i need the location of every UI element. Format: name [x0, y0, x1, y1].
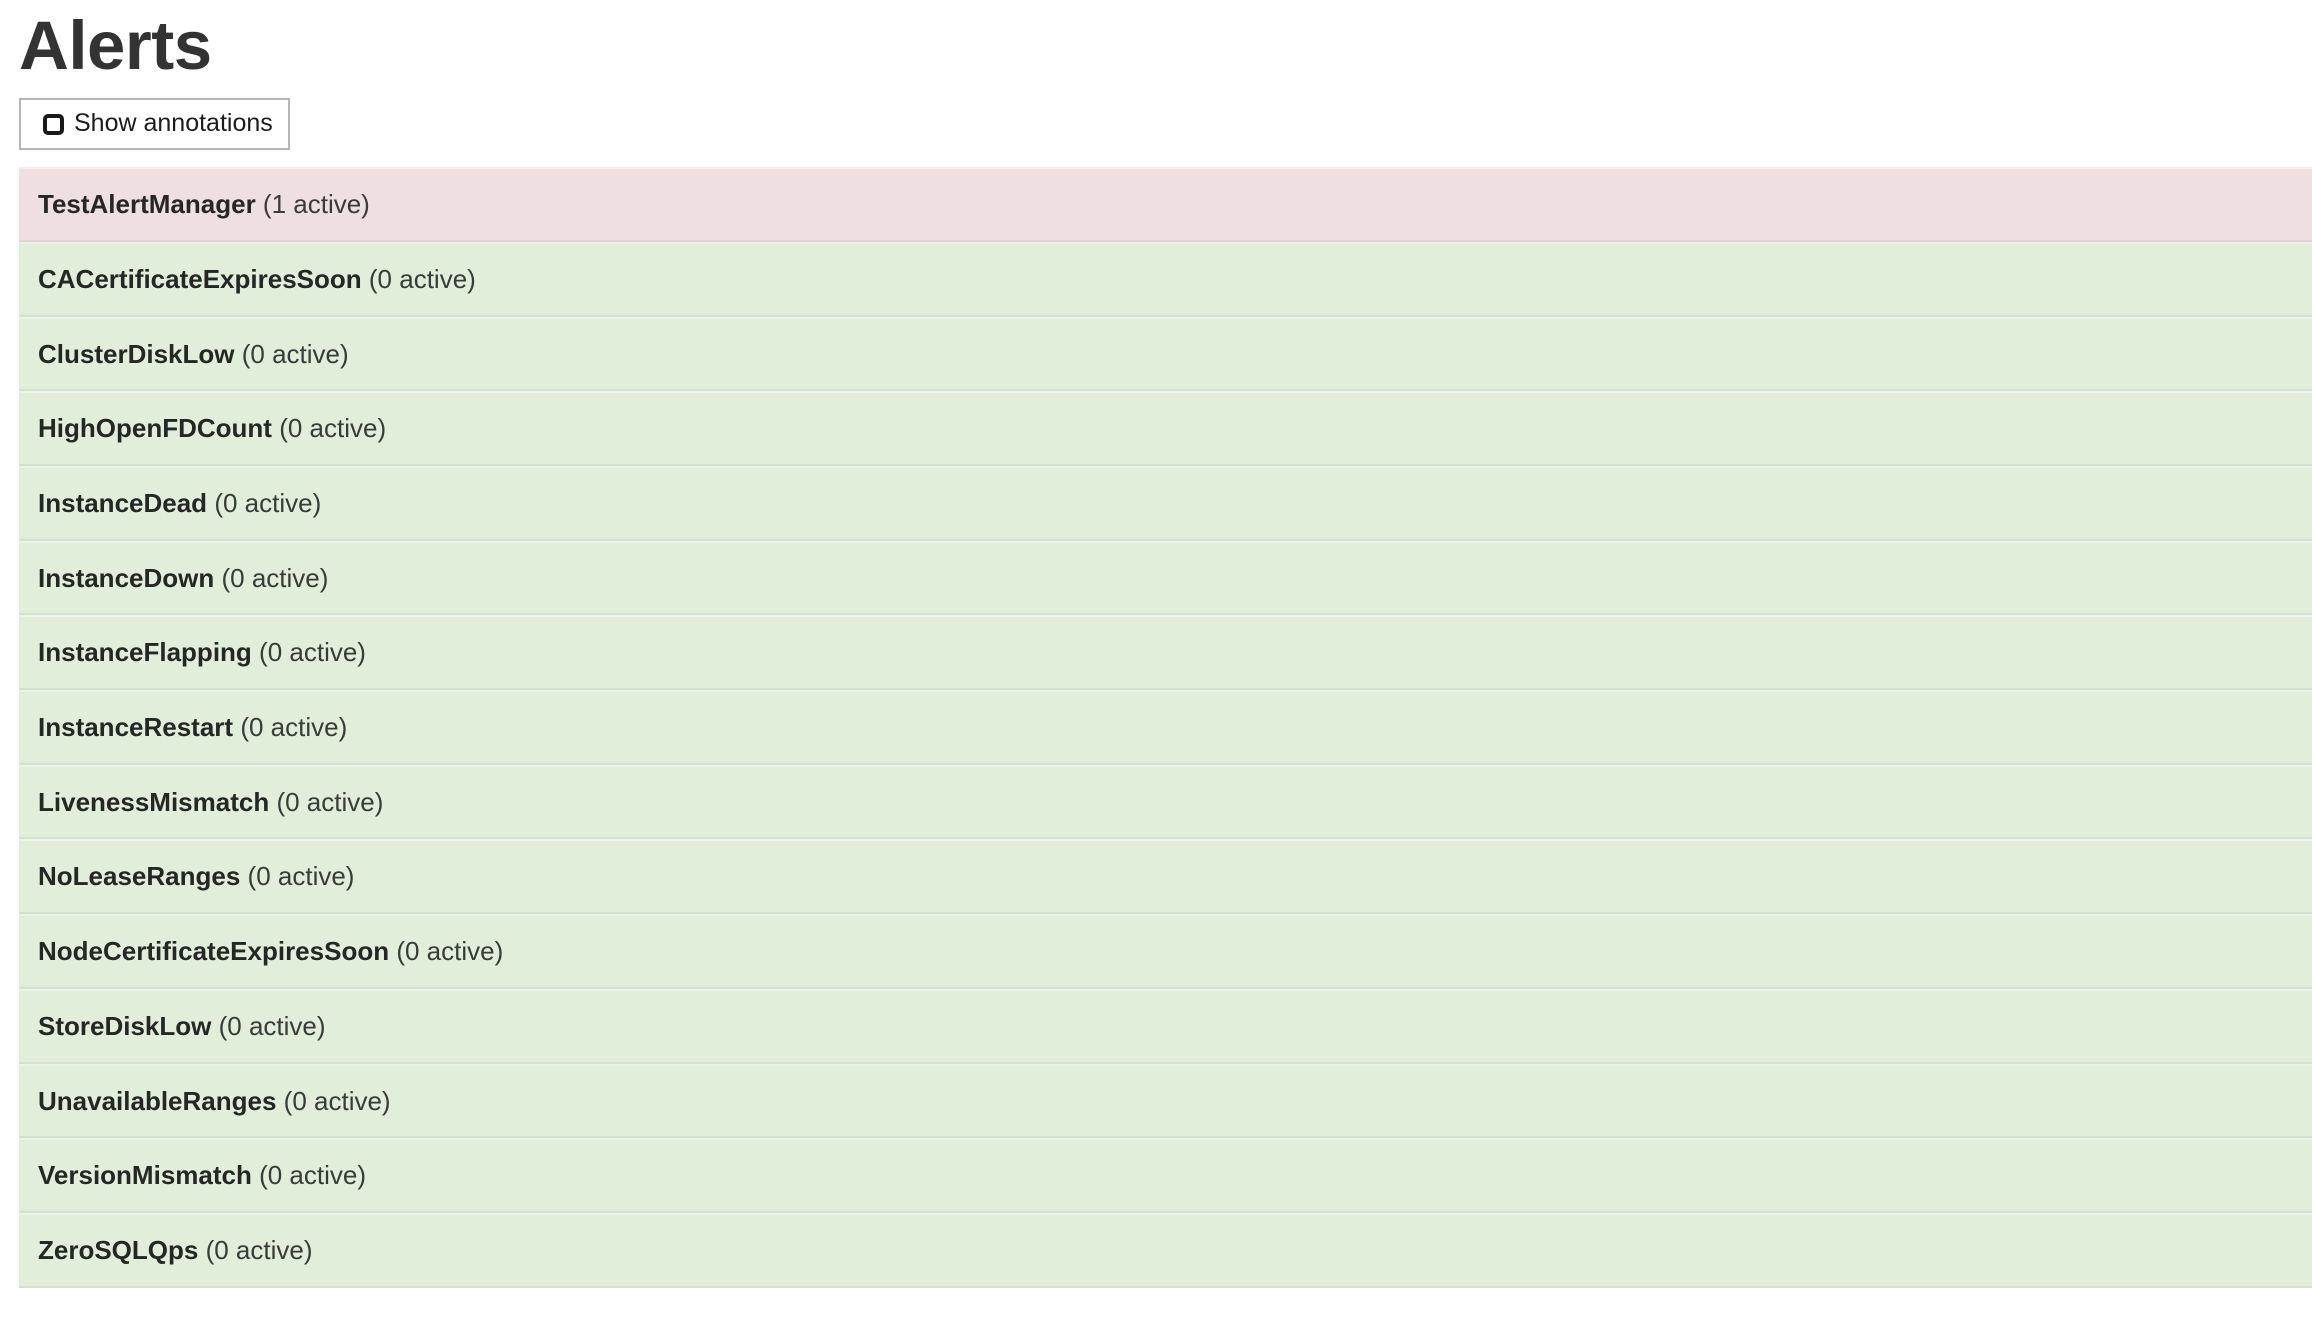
alert-row[interactable]: UnavailableRanges (0 active)	[19, 1063, 2312, 1139]
checkbox-unchecked-icon[interactable]	[43, 114, 64, 136]
alert-active-count: (0 active)	[279, 413, 387, 444]
alert-active-count: (0 active)	[259, 637, 366, 668]
page-title: Alerts	[19, 7, 212, 84]
alert-active-count: (0 active)	[259, 1160, 367, 1191]
alert-name: InstanceDown	[38, 562, 215, 593]
alert-name: InstanceFlapping	[38, 637, 252, 668]
alert-active-count: (0 active)	[368, 264, 476, 295]
toolbar: Show annotations	[0, 86, 2312, 158]
alert-active-count: (0 active)	[205, 1234, 313, 1265]
alert-name: UnavailableRanges	[38, 1085, 277, 1116]
alert-active-count: (0 active)	[221, 562, 329, 593]
alert-name: NodeCertificateExpiresSoon	[38, 936, 390, 967]
show-annotations-button[interactable]: Show annotations	[19, 98, 290, 151]
show-annotations-label: Show annotations	[74, 109, 273, 138]
alert-row[interactable]: NodeCertificateExpiresSoon (0 active)	[19, 914, 2312, 989]
alert-row[interactable]: VersionMismatch (0 active)	[19, 1138, 2312, 1213]
alert-row[interactable]: InstanceDown (0 active)	[19, 540, 2312, 616]
alert-name: HighOpenFDCount	[38, 413, 272, 444]
alert-active-count: (1 active)	[262, 189, 370, 220]
alert-row[interactable]: CACertificateExpiresSoon (0 active)	[19, 242, 2312, 317]
alert-name: InstanceDead	[38, 488, 208, 519]
alert-list: TestAlertManager (1 active) CACertificate…	[0, 166, 2312, 1288]
alert-row[interactable]: InstanceFlapping (0 active)	[19, 615, 2312, 691]
alert-active-count: (0 active)	[218, 1010, 326, 1041]
alert-active-count: (0 active)	[396, 936, 504, 967]
alert-active-count: (0 active)	[283, 1085, 391, 1116]
alert-row[interactable]: HighOpenFDCount (0 active)	[19, 391, 2312, 467]
alert-name: CACertificateExpiresSoon	[38, 264, 362, 295]
alert-name: LivenessMismatch	[38, 786, 270, 817]
alert-row[interactable]: LivenessMismatch (0 active)	[19, 764, 2312, 840]
alert-name: ClusterDiskLow	[38, 338, 235, 369]
alert-name: StoreDiskLow	[38, 1010, 212, 1041]
alert-name: NoLeaseRanges	[38, 861, 241, 892]
alert-name: TestAlertManager	[38, 189, 256, 220]
alert-row[interactable]: InstanceRestart (0 active)	[19, 690, 2312, 765]
alert-row[interactable]: ClusterDiskLow (0 active)	[19, 316, 2312, 392]
alert-active-count: (0 active)	[241, 338, 349, 369]
alert-active-count: (0 active)	[240, 712, 348, 743]
alert-name: InstanceRestart	[38, 712, 234, 743]
alerts-page: Alerts Show annotations TestAlertManager…	[0, 7, 2312, 1288]
alert-name: ZeroSQLQps	[38, 1234, 199, 1265]
alert-row[interactable]: ZeroSQLQps (0 active)	[19, 1212, 2312, 1288]
alert-row[interactable]: StoreDiskLow (0 active)	[19, 988, 2312, 1064]
alert-active-count: (0 active)	[276, 786, 384, 817]
alert-name: VersionMismatch	[38, 1160, 252, 1191]
alert-row[interactable]: NoLeaseRanges (0 active)	[19, 839, 2312, 915]
alert-row[interactable]: InstanceDead (0 active)	[19, 466, 2312, 541]
alert-active-count: (0 active)	[247, 861, 355, 892]
alert-row[interactable]: TestAlertManager (1 active)	[19, 167, 2312, 243]
alert-active-count: (0 active)	[214, 488, 322, 519]
